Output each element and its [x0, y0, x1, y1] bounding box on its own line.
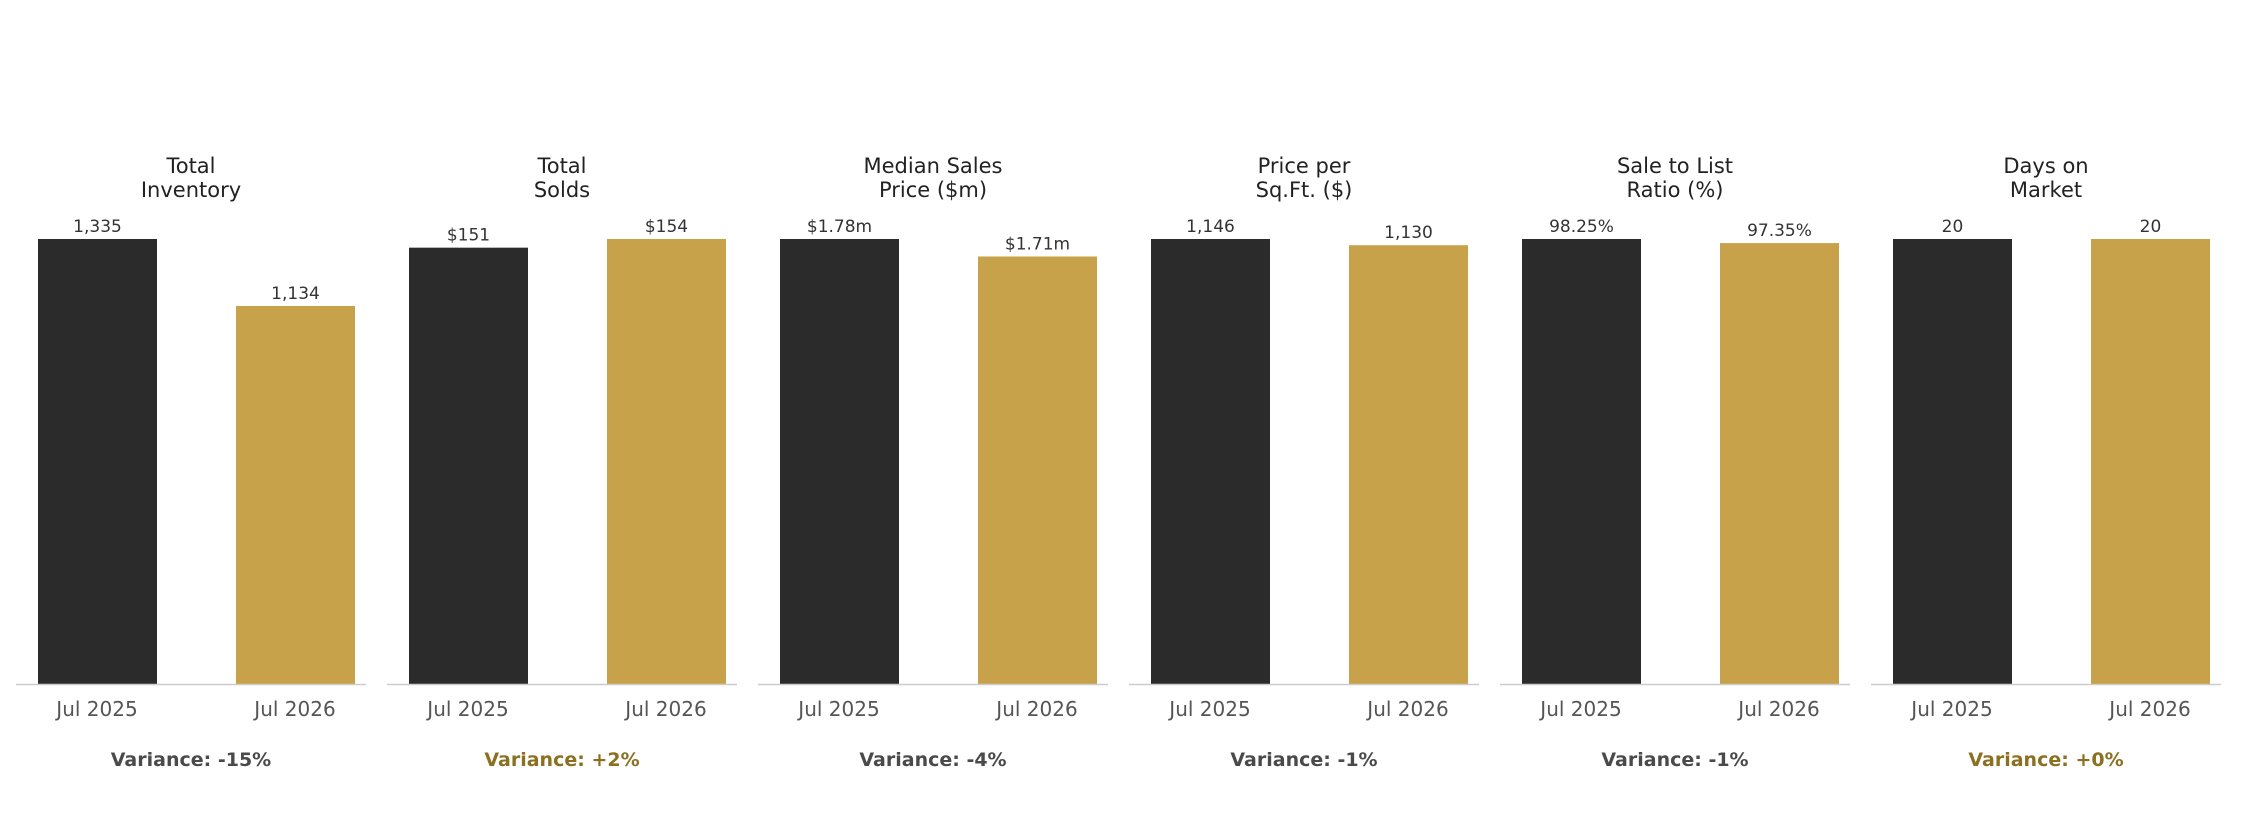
variance-label: Variance: -4%: [859, 749, 1007, 771]
data-label: 97.35%: [1747, 221, 1812, 241]
variance-label: Variance: +2%: [484, 749, 640, 771]
bar: [1720, 243, 1839, 684]
data-label: 1,335: [73, 217, 122, 237]
bar: [1522, 239, 1641, 684]
bar: [978, 256, 1097, 684]
x-tick-label: Jul 2026: [252, 697, 335, 721]
data-label: 1,146: [1186, 217, 1235, 237]
x-tick-label: Jul 2026: [994, 697, 1077, 721]
variance-label: Variance: -15%: [110, 749, 272, 771]
x-tick-label: Jul 2026: [1365, 697, 1448, 721]
bar: [409, 247, 528, 685]
bar: [2091, 239, 2210, 684]
chart-title: Median Sales Price ($m): [863, 154, 1003, 202]
data-label: 1,130: [1384, 223, 1433, 243]
bar-chart: 98.25% Jul 2025 97.35% Jul 2026: [1500, 217, 1850, 721]
data-label: $154: [645, 217, 688, 237]
chart-title: Price per Sq.Ft. ($): [1255, 154, 1353, 202]
bar: [1151, 239, 1270, 684]
x-tick-label: Jul 2025: [796, 697, 879, 721]
chart-title: Total Solds: [533, 154, 591, 202]
bar: [1893, 239, 2012, 684]
bar: [780, 239, 899, 684]
x-tick-label: Jul 2025: [425, 697, 508, 721]
variance-label: Variance: -1%: [1230, 749, 1378, 771]
chart-panel: Median Sales Price ($m) $1.78m Jul 2025 $1.…: [758, 0, 1108, 825]
bar: [1349, 245, 1468, 684]
chart-title: Sale to List Ratio (%): [1616, 154, 1734, 202]
bar-chart: 20 Jul 2025 20 Jul 2026: [1871, 217, 2221, 721]
x-tick-label: Jul 2026: [2107, 697, 2190, 721]
x-tick-label: Jul 2026: [623, 697, 706, 721]
chart-title: Total Inventory: [140, 154, 242, 202]
chart-panel: Total Inventory 1,335 Jul 2025 1,134 Jul 202…: [16, 0, 366, 825]
variance-label: Variance: -1%: [1601, 749, 1749, 771]
data-label: 20: [1942, 217, 1964, 237]
chart-panel: Sale to List Ratio (%) 98.25% Jul 2025 97.3…: [1500, 0, 1850, 825]
bar-chart: 1,335 Jul 2025 1,134 Jul 2026: [16, 217, 366, 721]
data-label: $151: [447, 226, 490, 246]
bar: [236, 306, 355, 684]
x-tick-label: Jul 2025: [1909, 697, 1992, 721]
bar-chart: $151 Jul 2025 $154 Jul 2026: [387, 217, 737, 721]
chart-panel: Price per Sq.Ft. ($) 1,146 Jul 2025 1,130 Ju…: [1129, 0, 1479, 825]
data-label: $1.78m: [807, 217, 872, 237]
x-tick-label: Jul 2026: [1736, 697, 1819, 721]
chart-title: Days on Market: [2003, 154, 2089, 202]
variance-label: Variance: +0%: [1968, 749, 2124, 771]
bar-chart: $1.78m Jul 2025 $1.71m Jul 2026: [758, 217, 1108, 721]
x-tick-label: Jul 2025: [54, 697, 137, 721]
chart-panel: Total Solds $151 Jul 2025 $154 Jul 2026 Varia…: [387, 0, 737, 825]
data-label: $1.71m: [1005, 235, 1070, 255]
bar: [607, 239, 726, 684]
bar: [38, 239, 157, 684]
x-tick-label: Jul 2025: [1167, 697, 1250, 721]
bar-chart: 1,146 Jul 2025 1,130 Jul 2026: [1129, 217, 1479, 721]
chart-panel: Days on Market 20 Jul 2025 20 Jul 2026 Varian…: [1871, 0, 2221, 825]
data-label: 98.25%: [1549, 217, 1614, 237]
x-tick-label: Jul 2025: [1538, 697, 1621, 721]
data-label: 1,134: [271, 284, 320, 304]
data-label: 20: [2140, 217, 2162, 237]
